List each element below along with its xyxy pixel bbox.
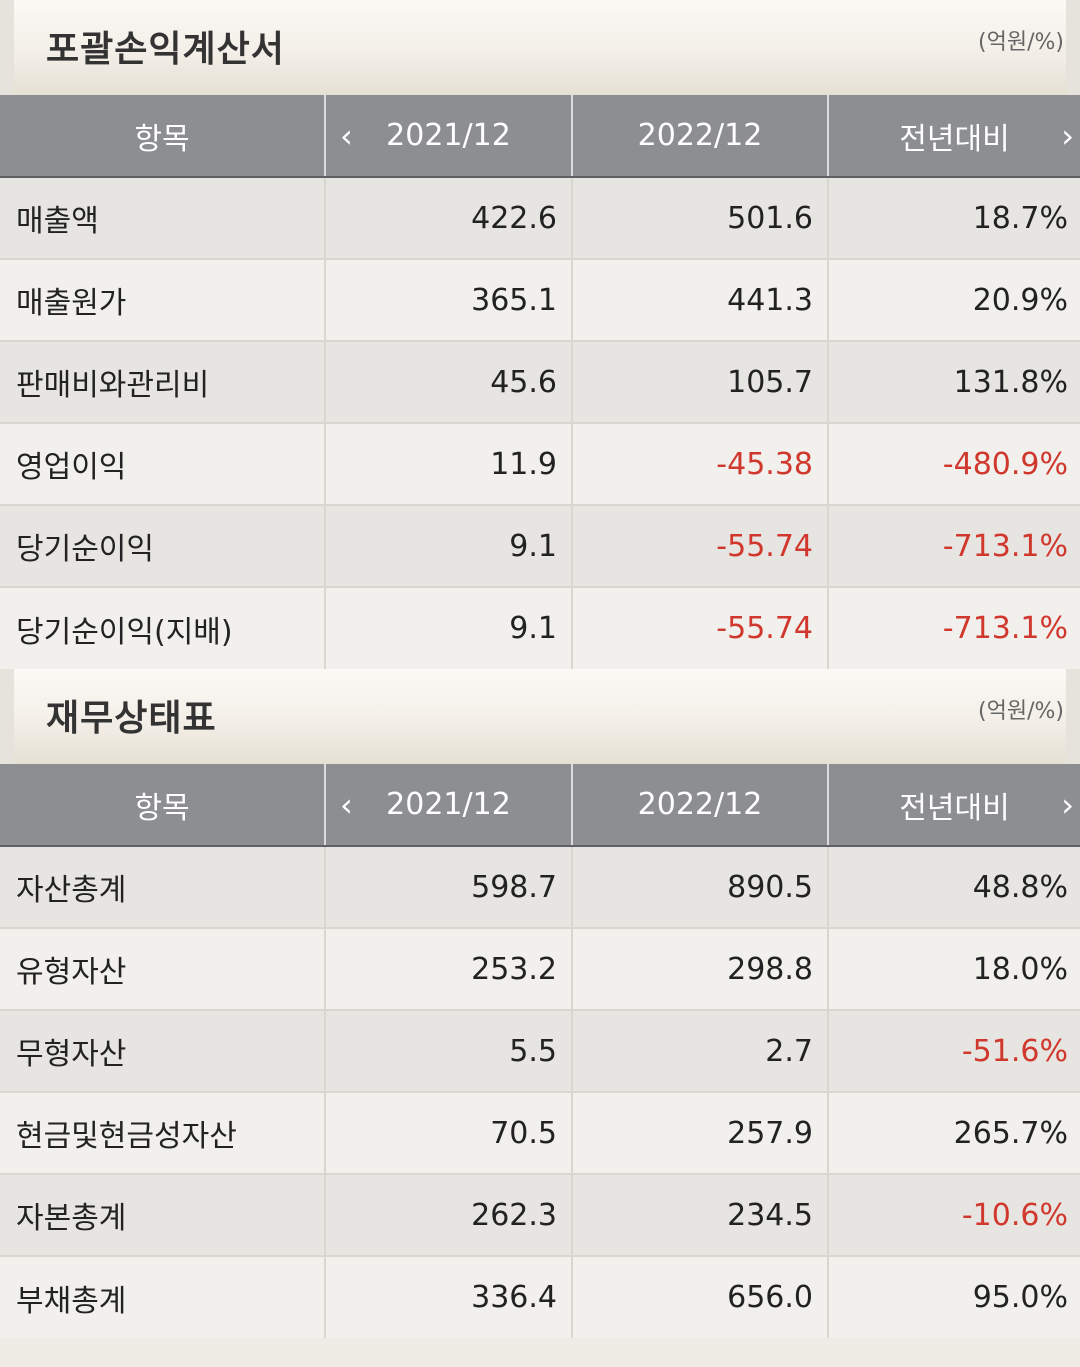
value-yoy: 95.0% (827, 1255, 1080, 1338)
row-label: 무형자산 (0, 1009, 325, 1092)
column-header-item: 항목 (0, 95, 325, 178)
value-2021: 9.1 (324, 504, 572, 587)
row-label: 매출액 (0, 176, 325, 259)
value-2021: 598.7 (324, 845, 572, 928)
table-row: 영업이익 11.9 -45.38 -480.9% (0, 422, 1080, 505)
income-statement-header: 포괄손익계산서 (억원/%) (0, 0, 1080, 95)
value-2021: 253.2 (324, 927, 572, 1010)
value-2022: 2.7 (571, 1009, 828, 1092)
row-label: 당기순이익 (0, 504, 325, 587)
table-row: 당기순이익(지배) 9.1 -55.74 -713.1% (0, 586, 1080, 669)
value-yoy: 18.7% (827, 176, 1080, 259)
value-2021: 45.6 (324, 340, 572, 423)
value-2021: 11.9 (324, 422, 572, 505)
value-yoy: -713.1% (827, 504, 1080, 587)
table-header-row: 항목 ‹ 2021/12 2022/12 전년대비 › (0, 764, 1080, 847)
chevron-right-icon[interactable]: › (1061, 785, 1074, 824)
value-2021: 70.5 (324, 1091, 572, 1174)
balance-sheet-table: 항목 ‹ 2021/12 2022/12 전년대비 › 자산총계 598.7 890… (0, 764, 1080, 1338)
value-2022: 298.8 (571, 927, 828, 1010)
value-yoy: 265.7% (827, 1091, 1080, 1174)
value-yoy: 131.8% (827, 340, 1080, 423)
value-2021: 5.5 (324, 1009, 572, 1092)
balance-sheet-header: 재무상태표 (억원/%) (0, 669, 1080, 764)
row-label: 매출원가 (0, 258, 325, 341)
balance-sheet-title: 재무상태표 (46, 698, 217, 739)
value-2022: 656.0 (571, 1255, 828, 1338)
column-header-2021: ‹ 2021/12 (324, 95, 572, 178)
income-statement-unit: (억원/%) (978, 30, 1064, 55)
table-row: 유형자산 253.2 298.8 18.0% (0, 927, 1080, 1010)
value-2022: 890.5 (571, 845, 828, 928)
column-header-2021: ‹ 2021/12 (324, 764, 572, 847)
row-label: 부채총계 (0, 1255, 325, 1338)
column-header-yoy: 전년대비 › (827, 95, 1080, 178)
value-2022: -45.38 (571, 422, 828, 505)
value-yoy: -10.6% (827, 1173, 1080, 1256)
table-row: 매출원가 365.1 441.3 20.9% (0, 258, 1080, 341)
balance-sheet-body: 자산총계 598.7 890.5 48.8% 유형자산 253.2 298.8 18.0% 무형… (0, 845, 1080, 1338)
value-2022: -55.74 (571, 586, 828, 669)
row-label: 자본총계 (0, 1173, 325, 1256)
value-yoy: 48.8% (827, 845, 1080, 928)
table-row: 무형자산 5.5 2.7 -51.6% (0, 1009, 1080, 1092)
table-row: 매출액 422.6 501.6 18.7% (0, 176, 1080, 259)
value-2022: -55.74 (571, 504, 828, 587)
income-statement-title: 포괄손익계산서 (46, 29, 285, 70)
column-header-2022: 2022/12 (571, 764, 828, 847)
table-row: 당기순이익 9.1 -55.74 -713.1% (0, 504, 1080, 587)
row-label: 영업이익 (0, 422, 325, 505)
chevron-right-icon[interactable]: › (1061, 116, 1074, 155)
row-label: 현금및현금성자산 (0, 1091, 325, 1174)
income-statement-table: 항목 ‹ 2021/12 2022/12 전년대비 › 매출액 422.6 501.… (0, 95, 1080, 669)
row-label: 유형자산 (0, 927, 325, 1010)
table-row: 부채총계 336.4 656.0 95.0% (0, 1255, 1080, 1338)
value-2022: 501.6 (571, 176, 828, 259)
income-statement-body: 매출액 422.6 501.6 18.7% 매출원가 365.1 441.3 20.9% 판매비… (0, 176, 1080, 669)
table-row: 판매비와관리비 45.6 105.7 131.8% (0, 340, 1080, 423)
value-2022: 441.3 (571, 258, 828, 341)
table-row: 현금및현금성자산 70.5 257.9 265.7% (0, 1091, 1080, 1174)
balance-sheet-unit: (억원/%) (978, 699, 1064, 724)
value-yoy: -480.9% (827, 422, 1080, 505)
column-header-item: 항목 (0, 764, 325, 847)
value-yoy: -51.6% (827, 1009, 1080, 1092)
value-2022: 257.9 (571, 1091, 828, 1174)
table-row: 자산총계 598.7 890.5 48.8% (0, 845, 1080, 928)
value-yoy: -713.1% (827, 586, 1080, 669)
value-2022: 105.7 (571, 340, 828, 423)
value-2021: 365.1 (324, 258, 572, 341)
value-yoy: 18.0% (827, 927, 1080, 1010)
value-2021: 422.6 (324, 176, 572, 259)
value-2022: 234.5 (571, 1173, 828, 1256)
value-2021: 262.3 (324, 1173, 572, 1256)
column-header-yoy: 전년대비 › (827, 764, 1080, 847)
row-label: 당기순이익(지배) (0, 586, 325, 669)
row-label: 판매비와관리비 (0, 340, 325, 423)
value-2021: 336.4 (324, 1255, 572, 1338)
value-2021: 9.1 (324, 586, 572, 669)
chevron-left-icon[interactable]: ‹ (340, 116, 353, 155)
table-header-row: 항목 ‹ 2021/12 2022/12 전년대비 › (0, 95, 1080, 178)
column-header-2022: 2022/12 (571, 95, 828, 178)
row-label: 자산총계 (0, 845, 325, 928)
table-row: 자본총계 262.3 234.5 -10.6% (0, 1173, 1080, 1256)
chevron-left-icon[interactable]: ‹ (340, 785, 353, 824)
value-yoy: 20.9% (827, 258, 1080, 341)
